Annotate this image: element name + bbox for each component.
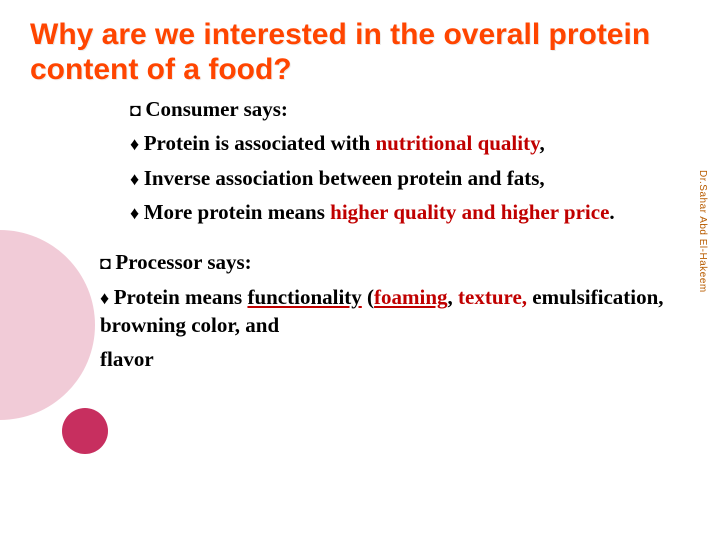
consumer-item-1: Protein is associated with nutritional q…: [130, 129, 680, 157]
author-label: Dr.Sahar Abd El-Hakeem: [697, 170, 708, 293]
text: Inverse association between protein and …: [144, 166, 545, 190]
text: ,: [539, 131, 544, 155]
text: (: [362, 285, 374, 309]
processor-block: Processor says: Protein means functional…: [0, 248, 720, 373]
text: More protein means: [144, 200, 330, 224]
processor-item-1: Protein means functionality (foaming, te…: [100, 283, 700, 340]
text: ,: [522, 285, 533, 309]
text: Protein means: [114, 285, 248, 309]
consumer-item-3: More protein means higher quality and hi…: [130, 198, 680, 226]
highlight: nutritional quality: [375, 131, 539, 155]
highlight: foaming: [374, 285, 448, 309]
underline: functionality: [247, 285, 361, 309]
consumer-heading: Consumer says:: [130, 95, 680, 123]
processor-heading: Processor says:: [100, 248, 700, 276]
slide-title: Why are we interested in the overall pro…: [0, 0, 720, 95]
consumer-block: Consumer says: Protein is associated wit…: [0, 95, 720, 226]
consumer-item-2: Inverse association between protein and …: [130, 164, 680, 192]
text: .: [609, 200, 614, 224]
decorative-small-circle: [62, 408, 108, 454]
highlight: higher quality and higher price: [330, 200, 609, 224]
processor-item-cutoff: flavor: [100, 345, 700, 373]
highlight: texture: [458, 285, 522, 309]
text: ,: [448, 285, 459, 309]
text: Protein is associated with: [144, 131, 376, 155]
